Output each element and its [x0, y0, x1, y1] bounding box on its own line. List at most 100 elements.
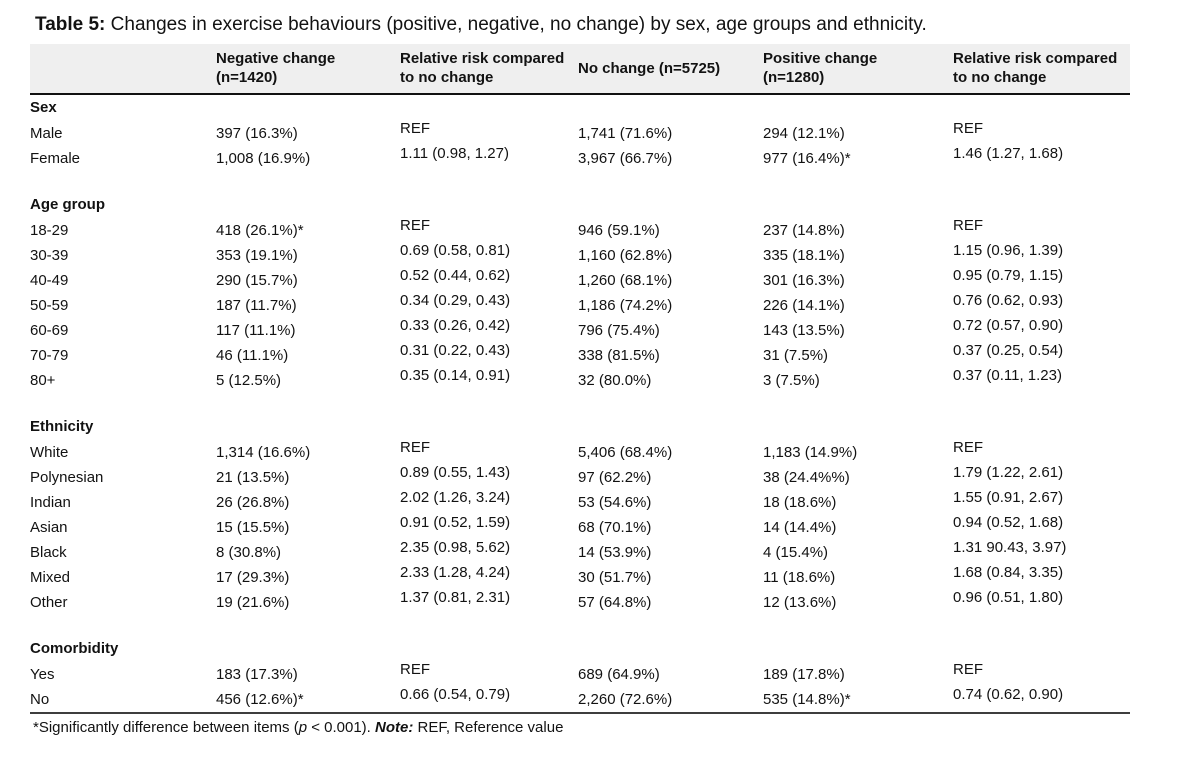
table-row: Mixed 17 (29.3%) 2.33 (1.28, 4.24) 30 (51.7… — [30, 566, 1130, 591]
table-footnote: *Significantly difference between items … — [33, 719, 1160, 736]
table-cell: 2.02 (1.26, 3.24) — [400, 491, 578, 516]
table-cell: REF — [400, 663, 578, 688]
rr-value: 0.95 (0.79, 1.15) — [953, 268, 1064, 285]
section-label: Comorbidity — [30, 640, 119, 658]
table-cell: 335 (18.1%) — [763, 247, 845, 265]
table-cell: 14 (53.9%) — [578, 544, 652, 562]
table-cell: 8 (30.8%) — [216, 544, 282, 562]
table-cell: 456 (12.6%)* — [216, 690, 304, 708]
rr-value: 2.35 (0.98, 5.62) — [400, 540, 511, 557]
table-cell: 31 (7.5%) — [763, 347, 829, 365]
table-cell: REF — [953, 122, 1130, 147]
table-cell: 1.11 (0.98, 1.27) — [400, 147, 578, 172]
table-cell: 68 (70.1%) — [578, 519, 652, 537]
table-cell: 0.37 (0.25, 0.54) — [953, 344, 1130, 369]
table-cell: 2.33 (1.28, 4.24) — [400, 566, 578, 591]
table-cell: REF — [953, 663, 1130, 688]
table-cell: 15 (15.5%) — [216, 519, 290, 537]
table-cell: 535 (14.8%)* — [763, 690, 851, 708]
rr-value: 0.72 (0.57, 0.90) — [953, 318, 1064, 335]
table-cell: 4 (15.4%) — [763, 544, 829, 562]
footnote-text: < 0.001). — [307, 718, 376, 736]
table-cell: 117 (11.1%) — [216, 322, 296, 340]
rr-value: 0.34 (0.29, 0.43) — [400, 293, 511, 310]
rr-value: 2.33 (1.28, 4.24) — [400, 565, 511, 582]
rr-value: REF — [400, 662, 430, 679]
table-row: Male 397 (16.3%) REF 1,741 (71.6%) 294 (12.1… — [30, 122, 1130, 147]
col-header-positive-change: Positive change (n=1280) — [763, 43, 953, 95]
table-cell: 0.95 (0.79, 1.15) — [953, 269, 1130, 294]
table-cell: 38 (24.4%%) — [763, 469, 850, 487]
table-cell: 946 (59.1%) — [578, 222, 660, 240]
table-cell: 418 (26.1%)* — [216, 222, 304, 240]
table-cell: 189 (17.8%) — [763, 666, 845, 684]
row-label: Black — [30, 544, 67, 562]
table-cell: 1.46 (1.27, 1.68) — [953, 147, 1130, 172]
row-label: Other — [30, 594, 68, 612]
rr-value: REF — [953, 662, 983, 679]
row-label: 30-39 — [30, 247, 69, 265]
table-row: Indian 26 (26.8%) 2.02 (1.26, 3.24) 53 (54.… — [30, 491, 1130, 516]
rr-value: 0.37 (0.11, 1.23) — [953, 368, 1062, 385]
row-label: Asian — [30, 519, 68, 537]
rr-value: 0.76 (0.62, 0.93) — [953, 293, 1064, 310]
table-row: 18-29 418 (26.1%)* REF 946 (59.1%) 237 (14.8… — [30, 219, 1130, 244]
table-row: No 456 (12.6%)* 0.66 (0.54, 0.79) 2,260 (72… — [30, 688, 1130, 713]
footnote-text: REF, Reference value — [413, 718, 564, 736]
rr-value: 0.91 (0.52, 1.59) — [400, 515, 511, 532]
table-cell: REF — [953, 219, 1130, 244]
rr-value: 1.37 (0.81, 2.31) — [400, 590, 511, 607]
table-cell: 46 (11.1%) — [216, 347, 289, 365]
row-label: 40-49 — [30, 272, 69, 290]
table-cell: 237 (14.8%) — [763, 222, 845, 240]
col-header-rowlabel — [30, 43, 216, 95]
rr-value: 1.11 (0.98, 1.27) — [400, 146, 509, 163]
table-body: Sex Male 397 (16.3%) REF 1,741 (71.6%) 294 (1… — [30, 94, 1130, 713]
row-label: Indian — [30, 494, 71, 512]
table-cell: 30 (51.7%) — [578, 569, 652, 587]
rr-value: REF — [400, 218, 430, 235]
row-label: 50-59 — [30, 297, 69, 315]
rr-value: 0.33 (0.26, 0.42) — [400, 318, 511, 335]
table-cell: 1,160 (62.8%) — [578, 247, 673, 265]
table-cell: 17 (29.3%) — [216, 569, 290, 587]
table-cell: 21 (13.5%) — [216, 469, 290, 487]
table-cell: 1.68 (0.84, 3.35) — [953, 566, 1130, 591]
rr-value: 1.55 (0.91, 2.67) — [953, 490, 1064, 507]
table-cell: 0.33 (0.26, 0.42) — [400, 319, 578, 344]
table-row: Asian 15 (15.5%) 0.91 (0.52, 1.59) 68 (70.1… — [30, 516, 1130, 541]
table-cell: 0.96 (0.51, 1.80) — [953, 591, 1130, 616]
table-cell: 1,260 (68.1%) — [578, 272, 673, 290]
table-cell: REF — [400, 219, 578, 244]
section-row: Age group — [30, 191, 1130, 219]
table-cell: 0.94 (0.52, 1.68) — [953, 516, 1130, 541]
table-caption: Table 5: Changes in exercise behaviours … — [35, 14, 1160, 37]
rr-value: 0.66 (0.54, 0.79) — [400, 687, 511, 703]
row-label: Polynesian — [30, 469, 104, 487]
table-cell: 294 (12.1%) — [763, 125, 845, 143]
section-label: Age group — [30, 196, 105, 214]
table-cell: 689 (64.9%) — [578, 666, 660, 684]
spacer-row — [30, 616, 1130, 635]
rr-value: 0.31 (0.22, 0.43) — [400, 343, 511, 360]
table-cell: 226 (14.1%) — [763, 297, 845, 315]
footnote-p-symbol: p — [298, 718, 308, 736]
rr-value: 0.89 (0.55, 1.43) — [400, 465, 511, 482]
table-cell: 97 (62.2%) — [578, 469, 652, 487]
rr-value: 1.31 90.43, 3.97) — [953, 540, 1067, 557]
rr-value: 0.69 (0.58, 0.81) — [400, 243, 511, 260]
col-header-negative-change: Negative change (n=1420) — [216, 43, 400, 95]
section-row: Comorbidity — [30, 635, 1130, 663]
row-label: No — [30, 690, 50, 708]
table-cell: 143 (13.5%) — [763, 322, 845, 340]
row-label: Mixed — [30, 569, 71, 587]
header-row: Negative change (n=1420) Relative risk c… — [30, 43, 1130, 95]
table-cell: REF — [953, 441, 1130, 466]
table-row: Polynesian 21 (13.5%) 0.89 (0.55, 1.43) 97 … — [30, 466, 1130, 491]
rr-value: 2.02 (1.26, 3.24) — [400, 490, 511, 507]
table-cell: 5 (12.5%) — [216, 372, 282, 390]
spacer-cell — [30, 394, 1130, 413]
row-label: 18-29 — [30, 222, 69, 240]
table-cell: 353 (19.1%) — [216, 247, 298, 265]
col-header-rr-negative: Relative risk compared to no change — [400, 43, 578, 95]
